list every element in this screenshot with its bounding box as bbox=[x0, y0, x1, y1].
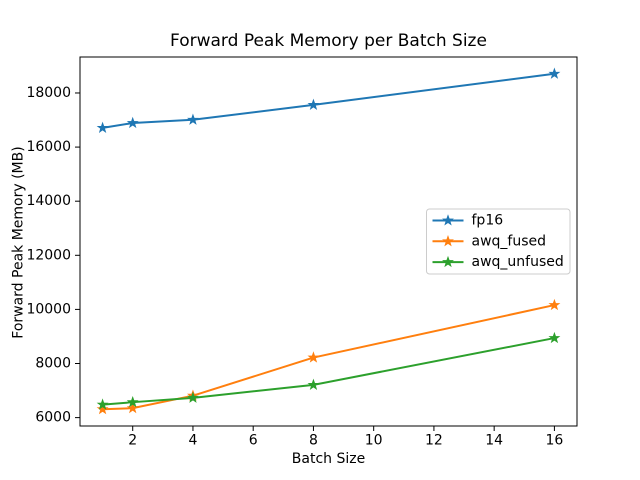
legend-marker-awq_fused bbox=[442, 235, 454, 247]
y-tick-label: 16000 bbox=[26, 139, 71, 155]
series-marker-awq_fused bbox=[126, 401, 139, 414]
series-marker-awq_unfused bbox=[307, 378, 320, 390]
x-tick-label: 14 bbox=[485, 433, 503, 449]
legend-label-fp16: fp16 bbox=[472, 213, 504, 229]
series-marker-awq_fused bbox=[548, 298, 561, 311]
series-marker-awq_fused bbox=[307, 351, 320, 363]
y-tick-label: 14000 bbox=[26, 193, 71, 209]
y-axis-label: Forward Peak Memory (MB) bbox=[10, 146, 27, 339]
series-marker-fp16 bbox=[187, 113, 199, 125]
series-marker-awq_fused bbox=[96, 402, 109, 415]
x-axis-label: Batch Size bbox=[291, 451, 366, 467]
legend-label-awq_unfused: awq_unfused bbox=[472, 254, 564, 270]
series-marker-awq_unfused bbox=[548, 331, 561, 344]
y-tick-label: 6000 bbox=[35, 410, 71, 426]
x-tick-label: 16 bbox=[545, 433, 563, 449]
x-tick-label: 12 bbox=[425, 433, 443, 449]
series-marker-awq_unfused bbox=[187, 391, 199, 403]
series-marker-fp16 bbox=[548, 67, 561, 79]
series-marker-awq_unfused bbox=[96, 398, 109, 410]
series-marker-fp16 bbox=[307, 98, 320, 110]
x-tick-label: 4 bbox=[188, 433, 197, 449]
legend-label-awq_fused: awq_fused bbox=[472, 233, 547, 249]
series-line-fp16 bbox=[102, 72, 555, 129]
series-marker-fp16 bbox=[96, 121, 109, 133]
series-line-awq_fused bbox=[102, 304, 555, 411]
x-tick-label: 8 bbox=[309, 433, 318, 449]
series-marker-awq_unfused bbox=[126, 395, 139, 408]
y-tick-label: 8000 bbox=[35, 356, 71, 372]
y-tick-label: 10000 bbox=[26, 301, 71, 317]
x-tick-label: 10 bbox=[365, 433, 383, 449]
y-tick-label: 12000 bbox=[26, 247, 71, 263]
legend: fp16 awq_fused awq_unfused bbox=[426, 208, 571, 275]
legend-marker-fp16 bbox=[442, 214, 454, 226]
series-marker-fp16 bbox=[126, 116, 139, 129]
x-tick-label: 6 bbox=[249, 433, 258, 449]
chart-title: Forward Peak Memory per Batch Size bbox=[170, 31, 487, 51]
legend-marker-awq_unfused bbox=[442, 255, 454, 268]
plot-border bbox=[79, 56, 578, 427]
y-tick-label: 18000 bbox=[26, 85, 71, 101]
x-tick-label: 2 bbox=[128, 433, 137, 449]
legend-box bbox=[426, 208, 571, 275]
series-line-awq_unfused bbox=[102, 337, 555, 406]
